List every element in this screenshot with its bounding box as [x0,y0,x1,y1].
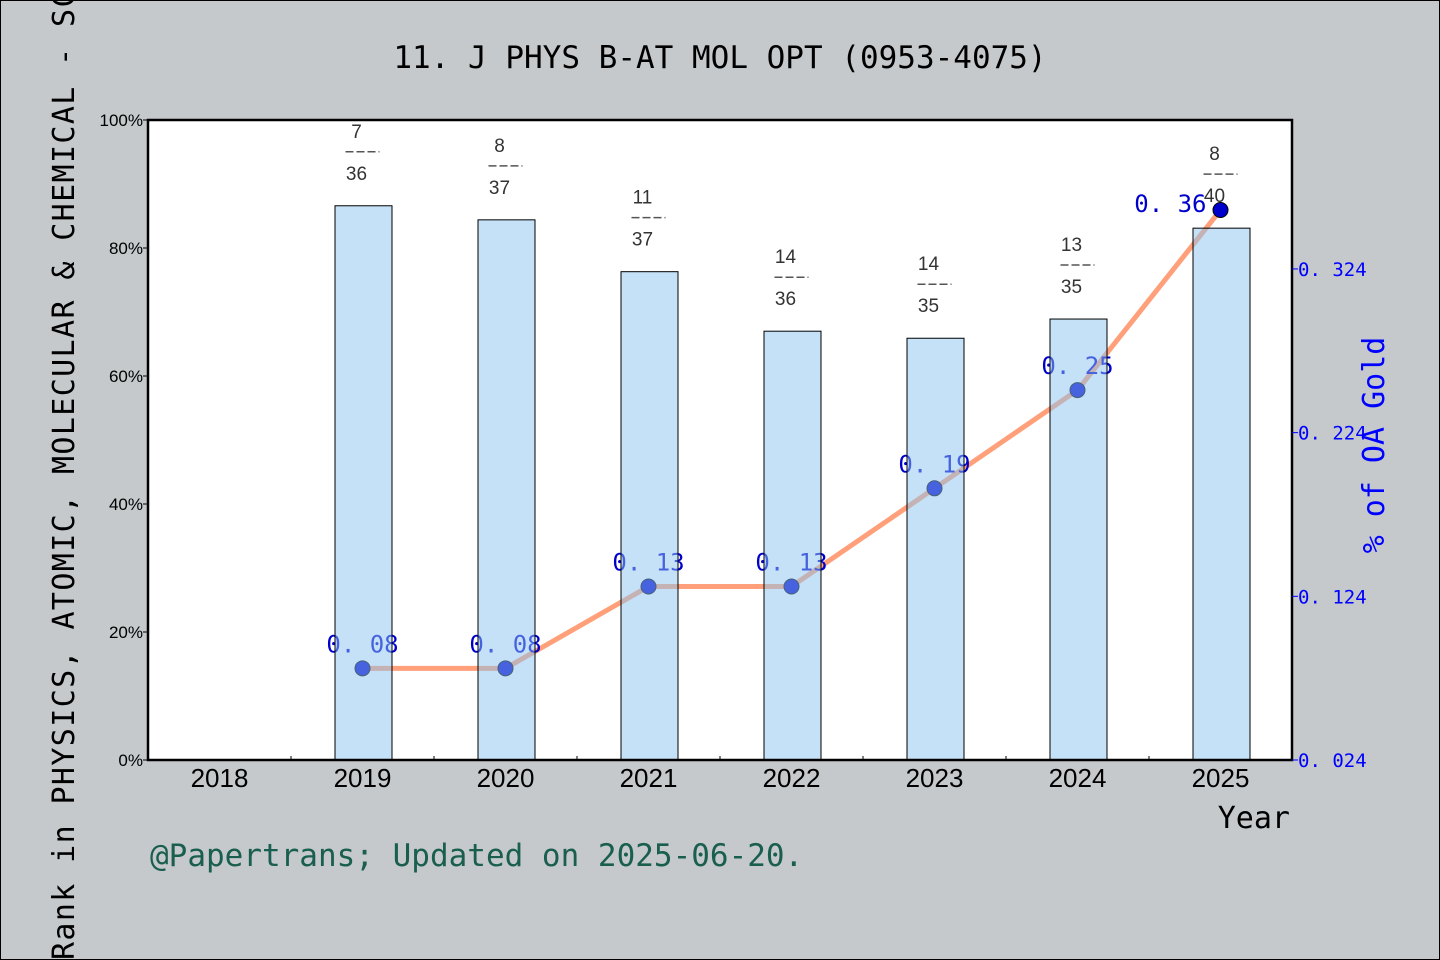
line-point [1212,202,1229,219]
rank-label: 14 36 [774,247,809,310]
x-tick-label: 2024 [1049,763,1107,793]
rank-label: 8 37 [488,136,523,199]
rank-denominator: 37 [489,178,510,199]
rank-label: 14 35 [917,254,952,317]
x-tick-label: 2025 [1192,763,1250,793]
rank-numerator: 11 [633,188,653,209]
y2-tick-label: 0. 024 [1298,750,1367,772]
rank-numerator: 13 [1061,235,1082,256]
plot-area [148,120,1292,760]
rank-label: 13 35 [1060,235,1095,298]
x-tick-label: 2018 [191,763,249,793]
rank-denominator: 36 [775,289,796,310]
rank-numerator: 14 [918,254,940,275]
y2-tick-label: 0. 124 [1298,586,1367,608]
bar [1049,318,1108,761]
y-tick-label: 80% [109,239,143,258]
bar [620,271,679,761]
footer-credit: @Papertrans; Updated on 2025-06-20. [150,838,803,874]
chart-title: 11. J PHYS B-AT MOL OPT (0953-4075) [393,40,1046,76]
rank-denominator: 36 [346,164,367,185]
bar [906,337,965,761]
y2-axis-label: % of OA Gold [1357,337,1392,554]
rank-numerator: 8 [1209,144,1220,165]
bar [1192,227,1251,761]
rank-denominator: 40 [1204,186,1225,207]
bar [763,330,822,761]
y-tick-label: 20% [109,623,143,642]
x-tick-label: 2022 [763,763,821,793]
line-value-label: 0. 36 [1134,190,1206,218]
rank-label: 7 36 [345,122,380,185]
y-tick-label: 60% [109,367,143,386]
rank-denominator: 35 [918,296,939,317]
rank-label: 8 40 [1203,144,1238,207]
rank-label: 11 37 [631,188,666,251]
rank-numerator: 14 [775,247,797,268]
rank-denominator: 35 [1061,277,1082,298]
bar [334,205,393,761]
y2-tick-label: 0. 224 [1298,423,1367,445]
x-tick-label: 2020 [477,763,535,793]
x-tick-label: 2019 [334,763,392,793]
y-tick-label: 0% [118,751,143,770]
bar [477,219,536,761]
x-tick-label: 2023 [906,763,964,793]
y-tick-label: 100% [100,111,143,130]
y-axis-label: Rank in PHYSICS, ATOMIC, MOLECULAR & CHE… [47,0,82,960]
x-tick-label: 2021 [620,763,678,793]
y-tick-label: 40% [109,495,143,514]
rank-denominator: 37 [632,230,653,251]
rank-numerator: 7 [351,122,362,143]
rank-numerator: 8 [494,136,505,157]
y2-tick-label: 0. 324 [1298,259,1367,281]
x-axis-label: Year [1218,801,1290,836]
